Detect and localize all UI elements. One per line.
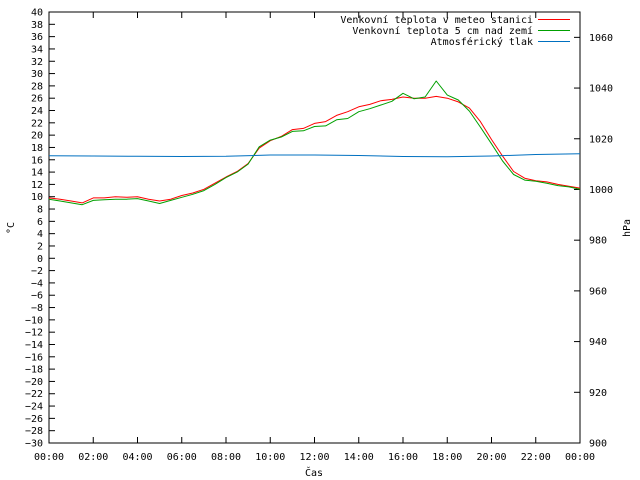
legend-entry-label: Venkovní teplota 5 cm nad zemí <box>352 25 533 37</box>
right-axis: 1060 1040 1020 1000 980 960 940 920 900 <box>574 33 613 450</box>
series-line-station-temp <box>48 95 581 204</box>
y-left-tick-label: 8 <box>37 205 43 216</box>
y-left-tick-label: −8 <box>31 303 43 314</box>
y-left-tick-label: −6 <box>31 291 43 302</box>
legend-entry-label: Atmosférický tlak <box>431 36 533 48</box>
y-left-tick-label: 0 <box>37 254 43 265</box>
y-left-tick-label: 16 <box>31 155 43 166</box>
y-left-tick-label: 26 <box>31 94 43 105</box>
y-left-tick-label: −2 <box>31 266 43 277</box>
series-line-ground-temp <box>48 80 581 206</box>
x-tick-label: 22:00 <box>521 452 551 463</box>
y-right-tick-label: 960 <box>589 286 607 297</box>
y-left-tick-label: −18 <box>25 365 43 376</box>
x-tick-label: 10:00 <box>255 452 285 463</box>
y-left-tick-label: 36 <box>31 32 43 43</box>
y-left-tick-label: −28 <box>25 426 43 437</box>
y-left-tick-label: −16 <box>25 352 43 363</box>
y-left-tick-label: 34 <box>31 44 43 55</box>
y-left-tick-label: 2 <box>37 241 43 252</box>
y-left-tick-label: −4 <box>31 278 43 289</box>
x-tick-label: 00:00 <box>565 452 595 463</box>
x-tick-label: 12:00 <box>299 452 329 463</box>
y-left-tick-label: −22 <box>25 389 43 400</box>
y-left-tick-label: −10 <box>25 315 43 326</box>
y-left-tick-label: −24 <box>25 402 43 413</box>
y-left-tick-label: 28 <box>31 81 43 92</box>
x-axis-label: Čas <box>305 466 323 479</box>
y-axis-label-left: °C <box>6 222 17 234</box>
y-axis-label-right: hPa <box>622 219 633 237</box>
y-left-tick-label: 4 <box>37 229 43 240</box>
y-left-tick-label: 22 <box>31 118 43 129</box>
x-axis: 00:00 02:00 04:00 06:00 08:00 10:00 12:00 14:00… <box>34 12 595 463</box>
y-left-tick-label: 24 <box>31 106 43 117</box>
plot-area-border <box>48 11 581 444</box>
y-left-tick-label: 10 <box>31 192 43 203</box>
y-right-tick-label: 1020 <box>589 134 613 145</box>
y-left-tick-label: 14 <box>31 168 43 179</box>
x-tick-label: 00:00 <box>34 452 64 463</box>
legend-entry-label: Venkovní teplota v meteo stanici <box>340 14 533 26</box>
y-left-tick-label: −14 <box>25 340 43 351</box>
x-tick-label: 14:00 <box>344 452 374 463</box>
y-right-tick-label: 980 <box>589 236 607 247</box>
y-left-tick-label: 40 <box>31 8 43 19</box>
y-right-tick-label: 940 <box>589 337 607 348</box>
y-right-tick-label: 900 <box>589 439 607 450</box>
left-axis: 4038363432302826242220181614121086420−2−… <box>25 8 55 450</box>
y-left-tick-label: −26 <box>25 414 43 425</box>
y-left-tick-label: −12 <box>25 328 43 339</box>
y-left-tick-label: −20 <box>25 377 43 388</box>
y-left-tick-label: −30 <box>25 439 43 450</box>
y-left-tick-label: 6 <box>37 217 43 228</box>
y-right-tick-label: 1000 <box>589 185 613 196</box>
x-tick-label: 18:00 <box>432 452 462 463</box>
x-tick-label: 16:00 <box>388 452 418 463</box>
y-left-tick-label: 38 <box>31 20 43 31</box>
x-tick-label: 20:00 <box>476 452 506 463</box>
x-tick-label: 02:00 <box>78 452 108 463</box>
y-left-tick-label: 32 <box>31 57 43 68</box>
y-right-tick-label: 920 <box>589 388 607 399</box>
x-tick-label: 08:00 <box>211 452 241 463</box>
y-left-tick-label: 30 <box>31 69 43 80</box>
x-tick-label: 04:00 <box>122 452 152 463</box>
y-left-tick-label: 18 <box>31 143 43 154</box>
series-layer <box>48 80 581 206</box>
y-left-tick-label: 12 <box>31 180 43 191</box>
legend: Venkovní teplota v meteo staniciVenkovní… <box>340 14 570 48</box>
y-right-tick-label: 1040 <box>589 84 613 95</box>
x-tick-label: 06:00 <box>167 452 197 463</box>
series-line-pressure <box>48 153 581 158</box>
y-right-tick-label: 1060 <box>589 33 613 44</box>
y-left-tick-label: 20 <box>31 131 43 142</box>
